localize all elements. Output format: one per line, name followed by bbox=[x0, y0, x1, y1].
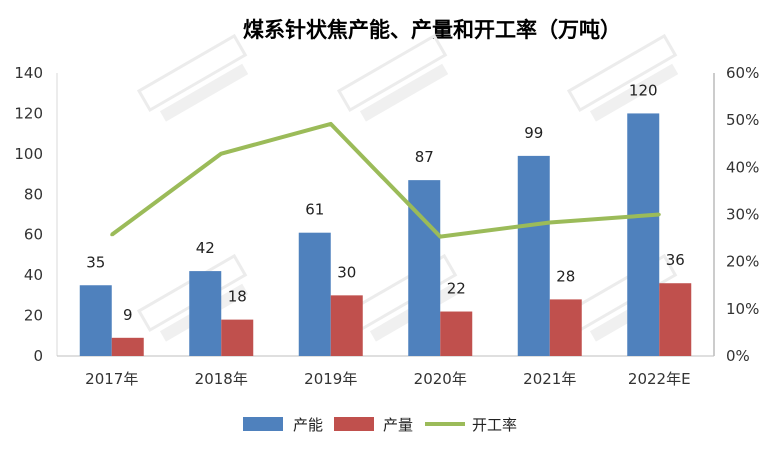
bar-production bbox=[330, 295, 363, 356]
legend-label: 产能 bbox=[293, 416, 323, 434]
y2-tick-label: 30% bbox=[726, 206, 759, 224]
y2-tick-label: 50% bbox=[726, 111, 759, 129]
watermark-mark bbox=[359, 63, 449, 122]
y-tick-label: 20 bbox=[24, 307, 43, 325]
data-label: 9 bbox=[123, 306, 133, 324]
bar-capacity bbox=[517, 155, 550, 356]
watermark-mark bbox=[566, 33, 678, 113]
bar-production bbox=[659, 283, 692, 356]
y-tick-label: 0 bbox=[33, 347, 43, 365]
x-tick-label: 2021年 bbox=[523, 370, 576, 388]
y-tick-label: 60 bbox=[24, 226, 43, 244]
bar-production bbox=[549, 299, 582, 356]
data-label: 87 bbox=[415, 148, 434, 166]
legend-swatch-capacity bbox=[243, 417, 283, 431]
bar-capacity bbox=[79, 285, 112, 356]
line-point bbox=[657, 213, 661, 216]
y-tick-label: 140 bbox=[14, 64, 43, 82]
x-tick-label: 2018年 bbox=[195, 370, 248, 388]
y-tick-label: 40 bbox=[24, 266, 43, 284]
line-point bbox=[110, 233, 114, 237]
y2-tick-label: 40% bbox=[726, 158, 759, 176]
x-tick-label: 2022年E bbox=[628, 370, 691, 388]
data-label: 42 bbox=[196, 239, 215, 257]
line-point bbox=[438, 235, 442, 239]
watermark-mark bbox=[136, 33, 248, 113]
data-label: 99 bbox=[524, 124, 543, 142]
data-label: 120 bbox=[629, 81, 658, 99]
x-tick-label: 2017年 bbox=[85, 370, 138, 388]
data-label: 30 bbox=[337, 263, 356, 281]
legend-label: 开工率 bbox=[472, 416, 517, 434]
data-label: 61 bbox=[305, 201, 324, 219]
bar-capacity bbox=[298, 232, 331, 356]
bar-capacity bbox=[627, 113, 660, 356]
bar-capacity bbox=[189, 271, 222, 356]
legend-swatch-production bbox=[334, 417, 374, 431]
bar-production bbox=[440, 311, 473, 356]
data-label: 22 bbox=[447, 280, 466, 298]
line-point bbox=[219, 152, 223, 156]
y2-tick-label: 60% bbox=[726, 64, 759, 82]
line-point bbox=[329, 122, 333, 126]
y2-tick-label: 10% bbox=[726, 300, 759, 318]
bar-production bbox=[221, 319, 254, 356]
watermark-mark bbox=[159, 63, 249, 122]
y-tick-label: 120 bbox=[14, 104, 43, 122]
line-point bbox=[548, 221, 552, 225]
y-tick-label: 80 bbox=[24, 185, 43, 203]
data-label: 28 bbox=[556, 267, 575, 285]
y2-tick-label: 20% bbox=[726, 253, 759, 271]
data-label: 35 bbox=[86, 253, 105, 271]
watermark-mark bbox=[336, 33, 448, 113]
legend-label: 产量 bbox=[383, 416, 413, 434]
data-label: 18 bbox=[228, 288, 247, 306]
line-utilization-rate bbox=[110, 121, 660, 239]
bar-production bbox=[111, 337, 144, 356]
x-tick-label: 2019年 bbox=[304, 370, 357, 388]
data-label: 36 bbox=[666, 251, 685, 269]
y-tick-label: 100 bbox=[14, 145, 43, 163]
watermark-mark bbox=[589, 63, 679, 122]
y2-tick-label: 0% bbox=[726, 347, 750, 365]
x-tick-label: 2020年 bbox=[414, 370, 467, 388]
